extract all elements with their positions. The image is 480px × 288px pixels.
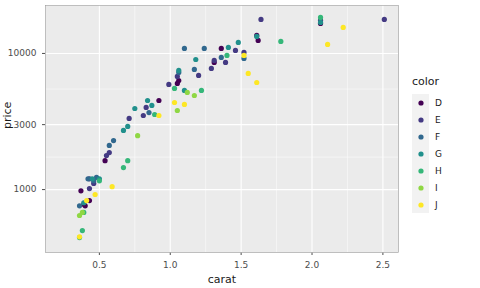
svg-text:0.5: 0.5 bbox=[92, 260, 106, 270]
html-text:G: G bbox=[435, 148, 442, 159]
html-text:H: H bbox=[435, 165, 442, 176]
svg-text:price: price bbox=[1, 101, 14, 129]
html-text:J: J bbox=[435, 199, 438, 210]
svg-text:10000: 10000 bbox=[8, 48, 37, 58]
svg-text:3000: 3000 bbox=[14, 120, 37, 130]
svg-text:1000: 1000 bbox=[14, 184, 37, 194]
svg-text:2.5: 2.5 bbox=[376, 260, 390, 270]
html-text:D: D bbox=[435, 97, 442, 108]
html-text:color: color bbox=[412, 75, 440, 88]
svg-text:1.5: 1.5 bbox=[234, 260, 248, 270]
html-text:I: I bbox=[435, 182, 438, 193]
svg-text:carat: carat bbox=[208, 273, 237, 286]
html-text:E: E bbox=[435, 114, 441, 125]
html-text:F: F bbox=[435, 131, 441, 142]
svg-text:2.0: 2.0 bbox=[305, 260, 320, 270]
svg-text:1.0: 1.0 bbox=[163, 260, 178, 270]
